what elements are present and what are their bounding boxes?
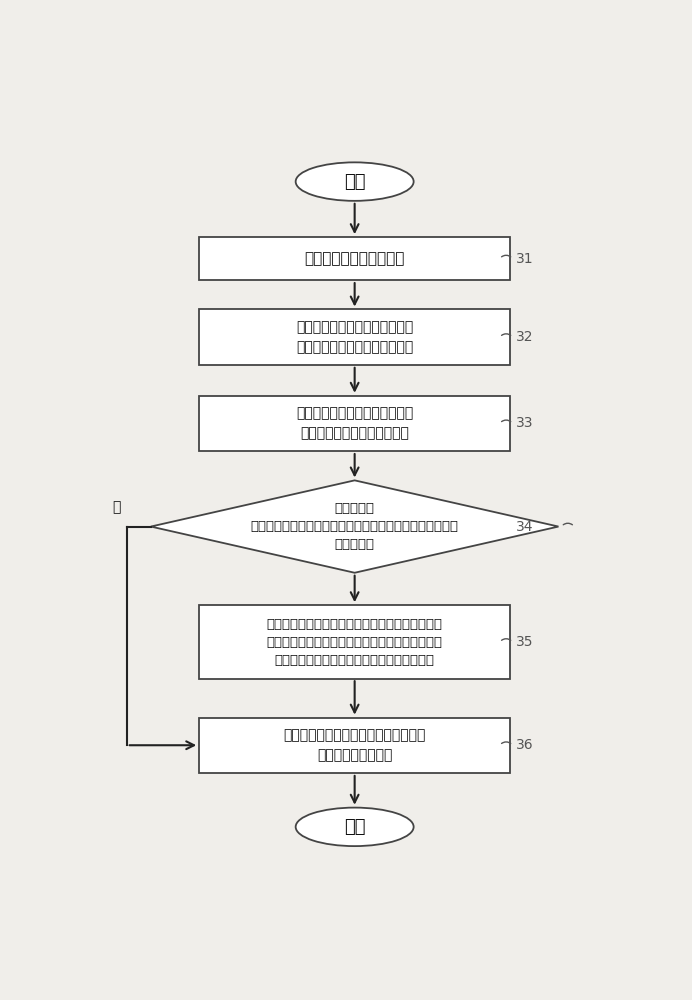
Text: 终端控制装置获取并显示一控制程序的列表，并响
应用户的选择操作确认用户所选择的控制程序并建
立该图标与该选择的控制程序之间的关联关系: 终端控制装置获取并显示一控制程序的列表，并响 应用户的选择操作确认用户所选择的控… [266, 618, 443, 667]
Text: 终端控制装置响应用户的操作进
行对该三维用户界面进行编辑: 终端控制装置响应用户的操作进 行对该三维用户界面进行编辑 [296, 407, 413, 440]
Text: 36: 36 [516, 738, 533, 752]
FancyBboxPatch shape [199, 237, 510, 280]
Text: 开始: 开始 [344, 173, 365, 191]
Text: 首次启动一终端控制装置: 首次启动一终端控制装置 [304, 251, 405, 266]
FancyBboxPatch shape [199, 605, 510, 679]
FancyBboxPatch shape [199, 396, 510, 451]
Text: 结束: 结束 [344, 818, 365, 836]
Text: 否: 否 [112, 500, 120, 514]
FancyBboxPatch shape [199, 718, 510, 773]
FancyBboxPatch shape [199, 309, 510, 365]
Text: 35: 35 [516, 635, 533, 649]
Text: 32: 32 [516, 330, 533, 344]
Polygon shape [151, 480, 558, 573]
Text: 终端控制装置在确认已完成设置后，将
模式切换为正常模式: 终端控制装置在确认已完成设置后，将 模式切换为正常模式 [284, 728, 426, 762]
Text: 33: 33 [516, 416, 533, 430]
Ellipse shape [295, 162, 414, 201]
Text: 终端控制装置提供并显示一三维
用户界面并默认切换至设置模式: 终端控制装置提供并显示一三维 用户界面并默认切换至设置模式 [296, 320, 413, 354]
Text: 34: 34 [516, 520, 533, 534]
Ellipse shape [295, 808, 414, 846]
Text: 31: 31 [516, 252, 533, 266]
Text: 终端控制装
置判断该三维用户界面上的某个图标的被按压时间是否大于
一预设时间: 终端控制装 置判断该三维用户界面上的某个图标的被按压时间是否大于 一预设时间 [251, 502, 459, 551]
